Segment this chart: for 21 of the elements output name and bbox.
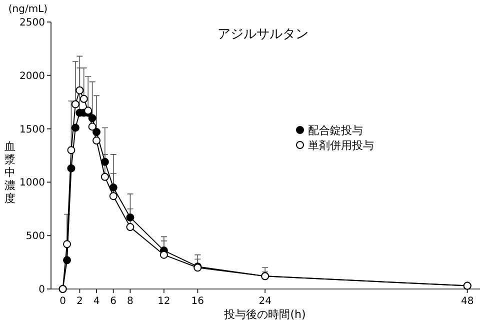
y-tick-label: 500	[26, 231, 45, 242]
legend-label: 単剤併用投与	[308, 139, 374, 152]
y-tick-label: 2500	[20, 18, 45, 28]
x-tick-label: 24	[258, 296, 272, 307]
text: (ng/mL)	[8, 4, 48, 15]
y-tick-label: 1000	[20, 178, 45, 189]
y-tick-label: 0	[38, 284, 45, 296]
chart-title: アジルサルタン	[218, 27, 308, 42]
x-axis-title: 投与後の時間(h)	[223, 308, 306, 321]
y-tick-label: 1500	[20, 124, 45, 136]
x-tick-label: 48	[460, 296, 474, 307]
y-tick-label: 2000	[20, 70, 45, 82]
legend-label: 配合錠投与	[308, 124, 363, 137]
x-tick-label: 12	[158, 296, 170, 307]
y-axis-title: 血漿中濃度	[4, 140, 16, 205]
x-tick-label: 4	[93, 296, 100, 307]
x-tick-label: 2	[76, 296, 83, 307]
x-tick-label: 16	[191, 296, 204, 307]
x-tick-label: 6	[110, 296, 117, 307]
x-tick-label: 0	[60, 296, 66, 307]
x-tick-label: 8	[127, 296, 134, 307]
